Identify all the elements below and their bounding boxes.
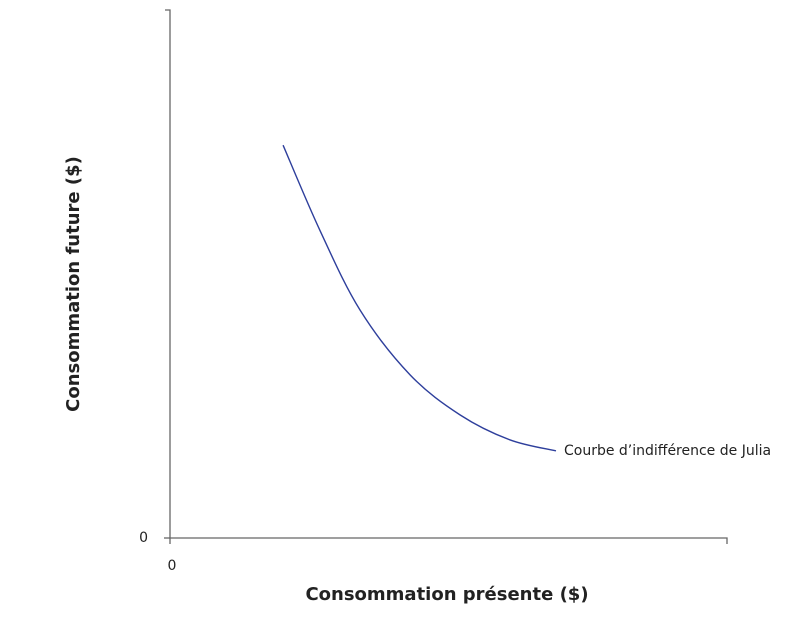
y-axis-title: Consommation future ($) xyxy=(63,156,84,412)
axes xyxy=(165,9,728,544)
x-axis-title: Consommation présente ($) xyxy=(305,584,588,605)
x-tick-label: 0 xyxy=(168,558,177,574)
curve xyxy=(282,144,557,452)
curve-label: Courbe d’indifférence de Julia xyxy=(564,443,771,459)
y-tick-label: 0 xyxy=(139,530,148,546)
